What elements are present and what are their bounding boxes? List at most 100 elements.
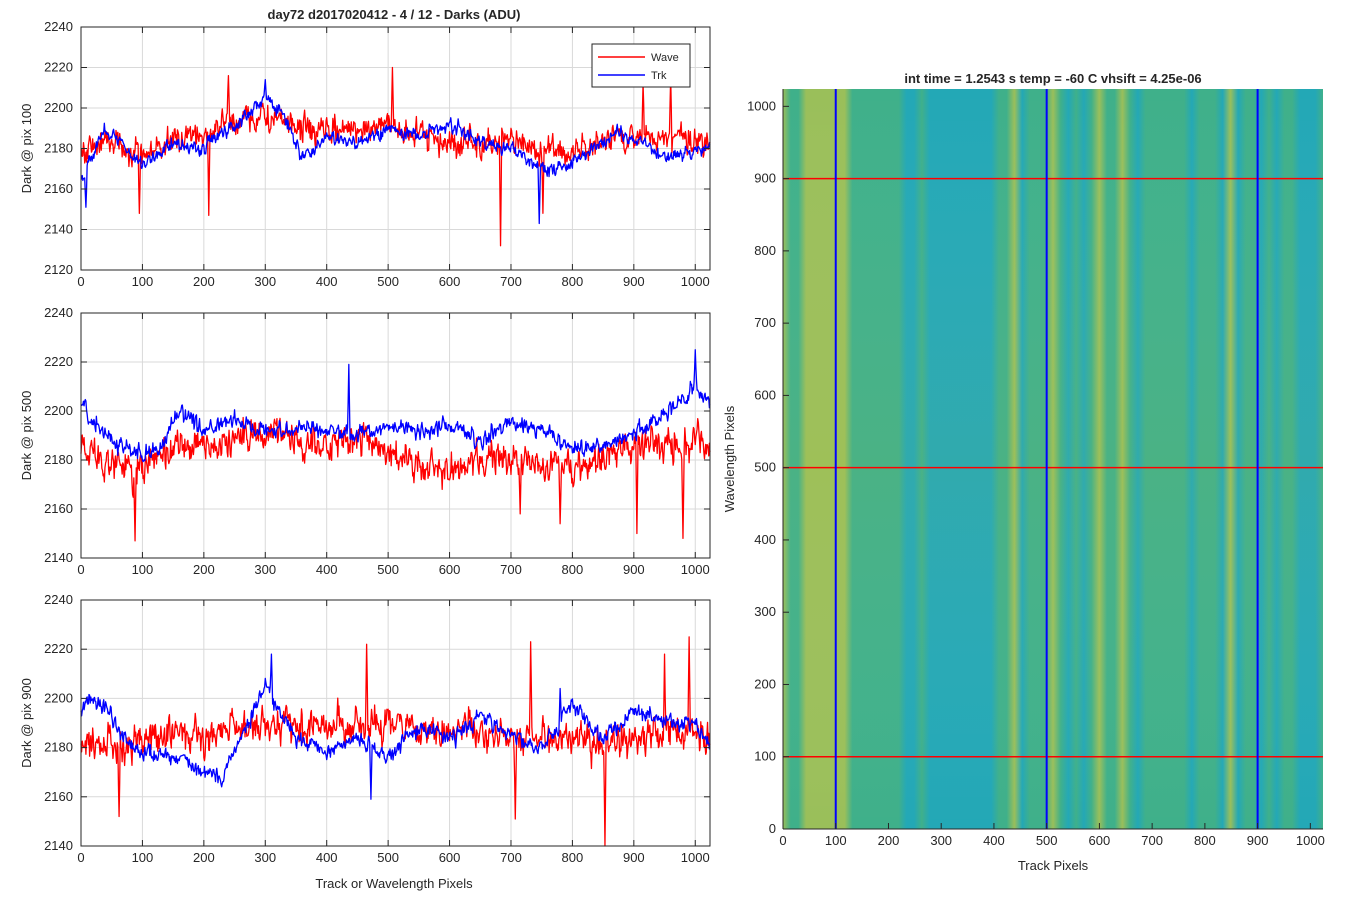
x-tick-label: 0 [77, 850, 84, 865]
shared-x-axis-label: Track or Wavelength Pixels [315, 876, 473, 891]
pix-500-line-panel: 0 100 200 300 400 500 600 700 800 900 1000 2140 2160… [19, 305, 711, 577]
x-tick-label: 300 [930, 833, 952, 848]
x-tick-label: 600 [1089, 833, 1111, 848]
x-tick-label: 1000 [1296, 833, 1325, 848]
x-tick-label: 0 [77, 562, 84, 577]
x-tick-label: 1000 [681, 562, 710, 577]
y-axis-label: Dark @ pix 900 [19, 678, 34, 768]
x-tick-label: 600 [439, 562, 461, 577]
x-tick-label: 800 [562, 850, 584, 865]
x-tick-label: 100 [132, 562, 154, 577]
x-tick-label: 500 [377, 850, 399, 865]
x-tick-label: 0 [779, 833, 786, 848]
y-tick-label: 100 [754, 749, 776, 764]
x-tick-label: 800 [562, 274, 584, 289]
x-tick-label: 800 [1194, 833, 1216, 848]
y-tick-label: 2180 [44, 452, 73, 467]
x-tick-label: 200 [193, 850, 215, 865]
figure-title: day72 d2017020412 - 4 / 12 - Darks (ADU) [268, 7, 521, 22]
y-tick-label: 400 [754, 532, 776, 547]
series-wave-line [80, 636, 711, 847]
x-tick-label: 900 [623, 850, 645, 865]
y-axis-label: Dark @ pix 100 [19, 104, 34, 194]
x-tick-label: 400 [316, 850, 338, 865]
y-tick-label: 500 [754, 460, 776, 475]
y-tick-label: 0 [769, 821, 776, 836]
heatmap-x-axis-label: Track Pixels [1018, 858, 1089, 873]
dark-frame-heatmap-panel: 0 100 200 300 400 500 600 700 800 900 1000 0 100 200 3… [722, 71, 1325, 873]
x-tick-label: 700 [1141, 833, 1163, 848]
y-tick-label: 600 [754, 387, 776, 402]
series-wave-line [80, 416, 711, 542]
x-tick-label: 1000 [681, 850, 710, 865]
x-tick-label: 400 [316, 562, 338, 577]
y-tick-label: 2160 [44, 501, 73, 516]
x-tick-label: 200 [193, 274, 215, 289]
series-trk-line [80, 653, 711, 800]
y-tick-label: 700 [754, 315, 776, 330]
legend-box [591, 43, 691, 88]
x-tick-label: 100 [825, 833, 847, 848]
y-tick-label: 2240 [44, 592, 73, 607]
x-tick-label: 700 [500, 850, 522, 865]
y-tick-label: 2180 [44, 141, 73, 156]
y-tick-label: 900 [754, 171, 776, 186]
x-tick-label: 1000 [681, 274, 710, 289]
y-tick-label: 2120 [44, 262, 73, 277]
x-tick-label: 200 [193, 562, 215, 577]
y-tick-label: 2200 [44, 690, 73, 705]
series-trk-line [80, 349, 711, 463]
heatmap-shading [783, 89, 1323, 829]
heatmap-title: int time = 1.2543 s temp = -60 C vhsift … [904, 71, 1201, 86]
heatmap-y-axis-label: Wavelength Pixels [722, 405, 737, 512]
plot-area [81, 313, 710, 558]
y-tick-label: 2220 [44, 60, 73, 75]
x-tick-label: 500 [377, 562, 399, 577]
axes-box [80, 599, 711, 847]
y-tick-label: 2220 [44, 354, 73, 369]
y-tick-label: 1000 [747, 98, 776, 113]
x-tick-label: 400 [316, 274, 338, 289]
y-tick-label: 2200 [44, 403, 73, 418]
x-tick-label: 100 [132, 850, 154, 865]
x-tick-label: 900 [623, 562, 645, 577]
legend-label-wave: Wave [651, 52, 679, 64]
y-tick-label: 2140 [44, 550, 73, 565]
y-tick-label: 2160 [44, 789, 73, 804]
y-tick-label: 200 [754, 676, 776, 691]
x-tick-label: 500 [1036, 833, 1058, 848]
x-tick-label: 800 [562, 562, 584, 577]
x-tick-label: 300 [254, 562, 276, 577]
x-tick-label: 200 [878, 833, 900, 848]
x-tick-label: 600 [439, 850, 461, 865]
y-tick-label: 800 [754, 243, 776, 258]
y-axis-label: Dark @ pix 500 [19, 391, 34, 481]
axes-box [80, 312, 711, 559]
y-tick-label: 2240 [44, 19, 73, 34]
pix-900-line-panel: 0 100 200 300 400 500 600 700 800 900 1000 2140 2160… [19, 592, 711, 865]
y-tick-label: 2160 [44, 181, 73, 196]
legend: Wave Trk [591, 43, 691, 88]
x-tick-label: 300 [254, 850, 276, 865]
y-tick-label: 300 [754, 604, 776, 619]
x-tick-label: 700 [500, 562, 522, 577]
x-tick-label: 600 [439, 274, 461, 289]
y-tick-label: 2180 [44, 740, 73, 755]
y-tick-label: 2200 [44, 100, 73, 115]
x-tick-label: 500 [377, 274, 399, 289]
pix-100-line-panel: 0 100 200 300 400 500 600 700 800 900 1000 2120 2140… [19, 19, 711, 289]
x-tick-label: 100 [132, 274, 154, 289]
x-tick-label: 900 [1247, 833, 1269, 848]
x-tick-label: 700 [500, 274, 522, 289]
y-tick-label: 2140 [44, 838, 73, 853]
y-tick-label: 2240 [44, 305, 73, 320]
x-tick-label: 400 [983, 833, 1005, 848]
legend-label-trk: Trk [651, 70, 667, 82]
x-tick-label: 300 [254, 274, 276, 289]
y-tick-label: 2220 [44, 641, 73, 656]
x-tick-label: 0 [77, 274, 84, 289]
x-tick-label: 900 [623, 274, 645, 289]
series-trk-line [80, 79, 711, 225]
y-tick-label: 2140 [44, 222, 73, 237]
